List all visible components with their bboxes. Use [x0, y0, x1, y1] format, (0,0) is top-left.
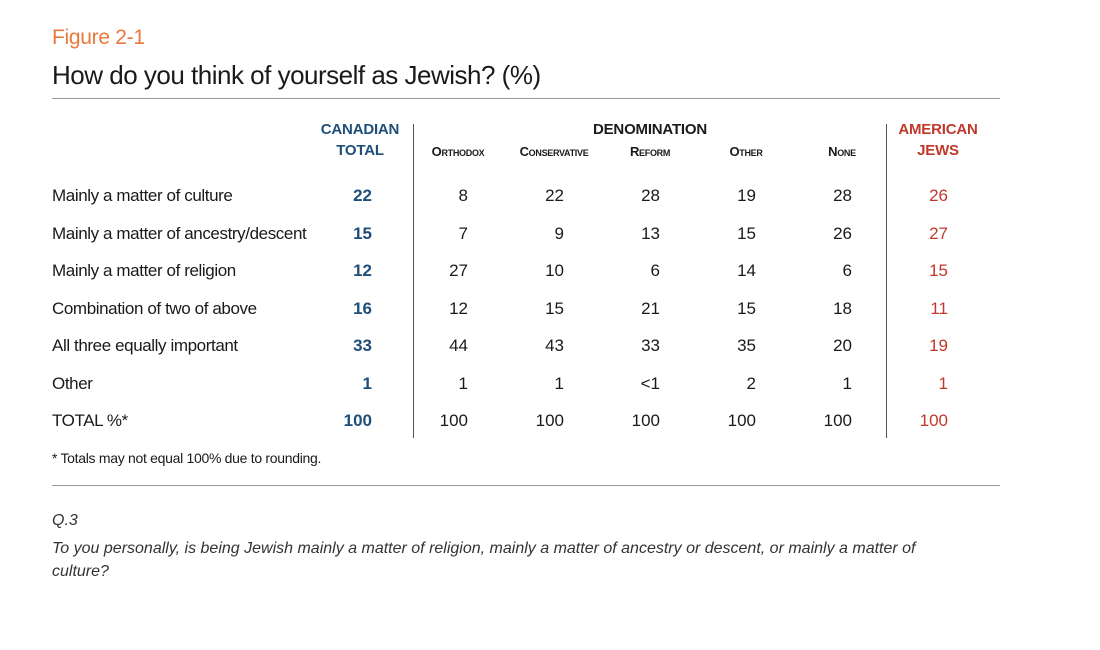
- table-cell: 10: [545, 261, 564, 280]
- table-cell: 9: [554, 224, 564, 243]
- table-cell: 1: [362, 374, 372, 393]
- denomination-header: DENOMINATION: [593, 121, 707, 138]
- table-cell: 1: [842, 374, 852, 393]
- row-label: Combination of two of above: [52, 299, 257, 318]
- table-cell: 100: [727, 411, 756, 430]
- table-cell: 100: [535, 411, 564, 430]
- table-cell: 14: [737, 261, 756, 280]
- subheader-orthodox: Orthodox: [431, 144, 485, 159]
- american-jews-header: AMERICAN JEWS: [888, 119, 988, 161]
- divider-left: [413, 124, 414, 438]
- figure-title: How do you think of yourself as Jewish? …: [52, 60, 541, 90]
- table-cell: 13: [641, 224, 660, 243]
- table-cell: 44: [449, 336, 468, 355]
- footnote: * Totals may not equal 100% due to round…: [52, 450, 322, 466]
- bottom-rule: [52, 485, 1000, 486]
- subheader-other: Other: [729, 144, 763, 159]
- table-cell: 15: [545, 299, 564, 318]
- table-cell: 20: [833, 336, 852, 355]
- question-number: Q.3: [52, 512, 78, 529]
- table-cell: 100: [439, 411, 468, 430]
- divider-right: [886, 124, 887, 438]
- canadian-header-line1: CANADIAN: [320, 121, 400, 138]
- table-cell: 6: [842, 261, 852, 280]
- table-cell: 27: [449, 261, 468, 280]
- table-cell: 35: [737, 336, 756, 355]
- table-cell: 1: [554, 374, 564, 393]
- table-cell: 7: [458, 224, 468, 243]
- row-label: Mainly a matter of culture: [52, 186, 233, 205]
- table-cell: 22: [545, 186, 564, 205]
- table-cell: 33: [353, 336, 372, 355]
- table-cell: 28: [641, 186, 660, 205]
- row-label: Other: [52, 374, 93, 393]
- table-cell: 26: [929, 186, 948, 205]
- table-cell: 100: [823, 411, 852, 430]
- table-cell: 19: [929, 336, 948, 355]
- table-cell: 15: [353, 224, 372, 243]
- canadian-total-header: CANADIAN TOTAL: [312, 119, 408, 161]
- table-cell: 16: [353, 299, 372, 318]
- row-label: Mainly a matter of religion: [52, 261, 236, 280]
- table-cell: 15: [929, 261, 948, 280]
- table-cell: 12: [353, 261, 372, 280]
- row-label: All three equally important: [52, 336, 238, 355]
- table-cell: 100: [343, 411, 372, 430]
- table-cell: 26: [833, 224, 852, 243]
- subheader-reform: Reform: [629, 144, 671, 159]
- top-rule: [52, 98, 1000, 99]
- table-cell: 8: [458, 186, 468, 205]
- table-cell: 21: [641, 299, 660, 318]
- table-cell: 33: [641, 336, 660, 355]
- table-cell: 27: [929, 224, 948, 243]
- table-cell: 11: [930, 299, 948, 318]
- table-cell: 22: [353, 186, 372, 205]
- american-header-line2: JEWS: [917, 142, 959, 159]
- table-cell: 15: [737, 224, 756, 243]
- table-cell: 18: [833, 299, 852, 318]
- table-cell: 2: [746, 374, 756, 393]
- table-cell: 12: [449, 299, 468, 318]
- subheader-none: None: [828, 144, 856, 159]
- subheader-conservative: Conservative: [519, 144, 589, 159]
- table-cell: 19: [737, 186, 756, 205]
- table-cell: 6: [650, 261, 660, 280]
- row-label: TOTAL %*: [52, 411, 128, 430]
- table-cell: 100: [631, 411, 660, 430]
- table-cell: 28: [833, 186, 852, 205]
- american-header-line1: AMERICAN: [898, 121, 978, 138]
- table-cell: 100: [919, 411, 948, 430]
- table-cell: 15: [737, 299, 756, 318]
- row-label: Mainly a matter of ancestry/descent: [52, 224, 307, 243]
- table-cell: 43: [545, 336, 564, 355]
- table-cell: 1: [458, 374, 468, 393]
- canadian-header-line2: TOTAL: [336, 142, 384, 159]
- figure-label: Figure 2-1: [52, 26, 145, 49]
- table-cell: 1: [938, 374, 948, 393]
- question-text: To you personally, is being Jewish mainl…: [52, 540, 916, 580]
- table-cell: <1: [640, 374, 660, 393]
